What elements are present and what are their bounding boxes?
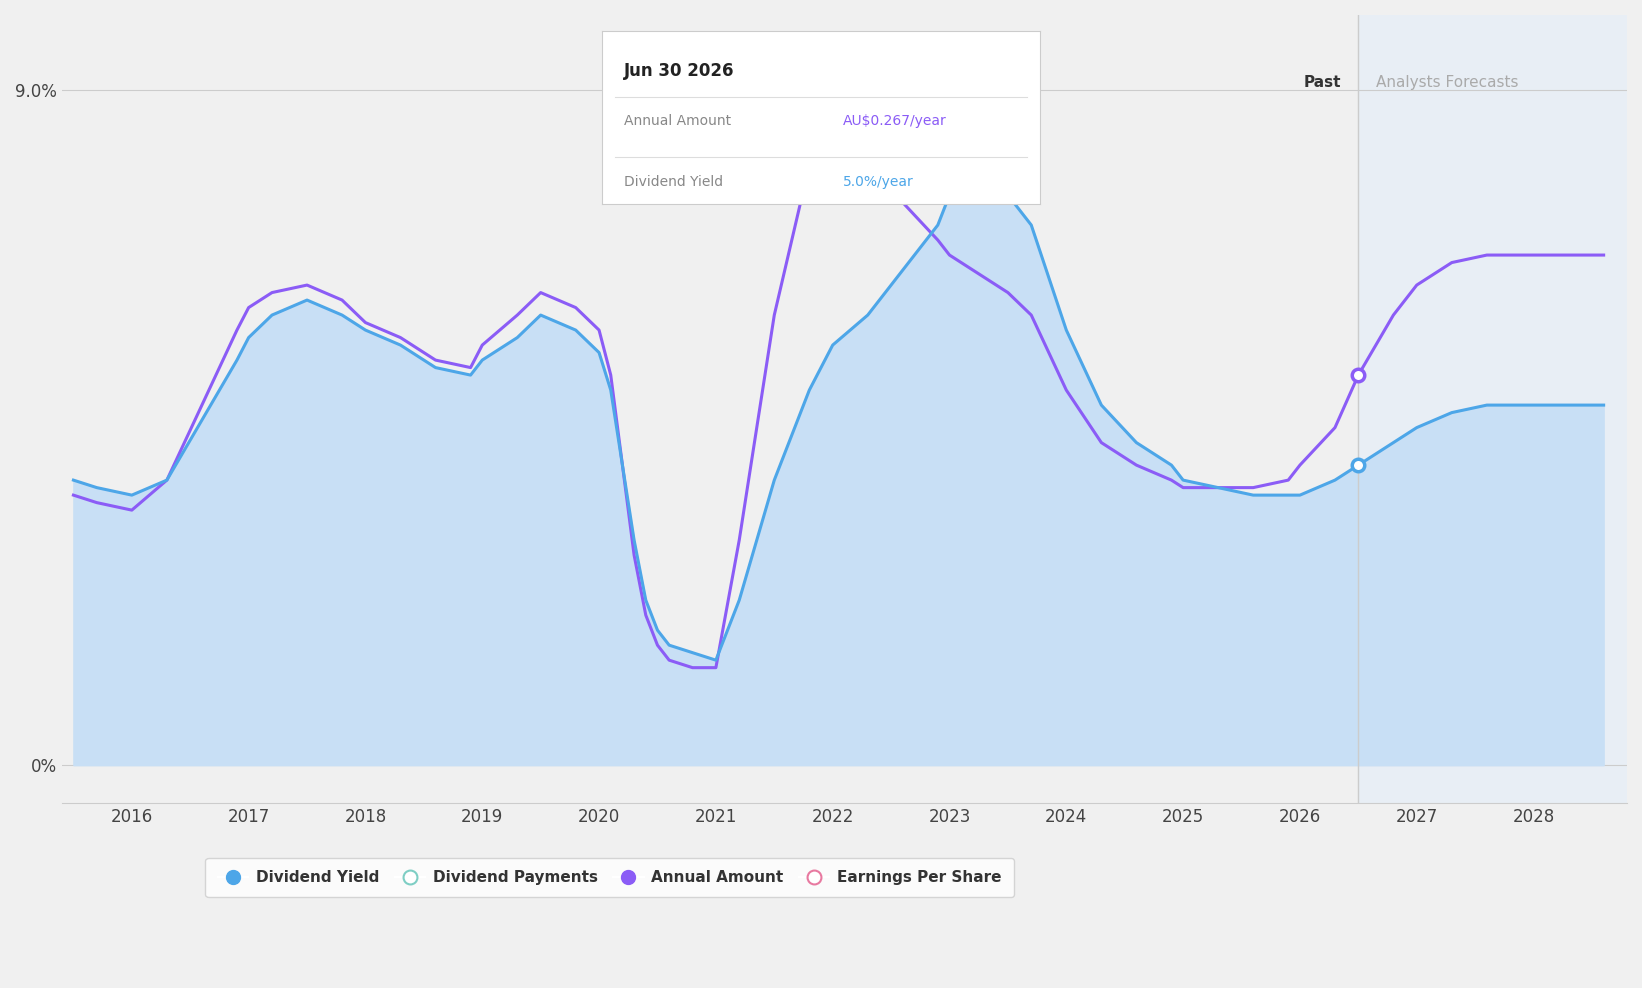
Text: Past: Past xyxy=(1304,75,1342,90)
Text: Analysts Forecasts: Analysts Forecasts xyxy=(1376,75,1519,90)
Legend: Dividend Yield, Dividend Payments, Annual Amount, Earnings Per Share: Dividend Yield, Dividend Payments, Annua… xyxy=(205,858,1013,897)
Bar xyxy=(1358,15,1642,802)
